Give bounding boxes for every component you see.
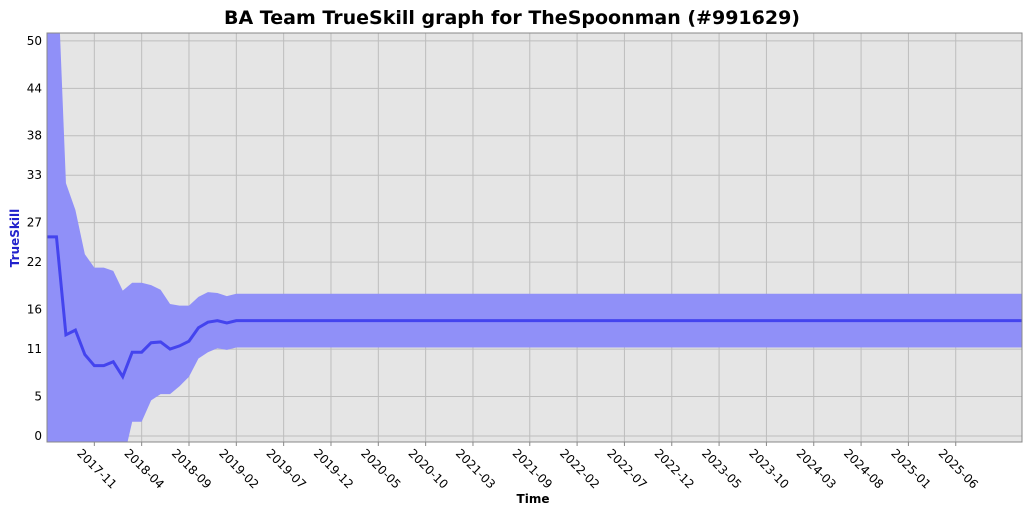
chart-title: BA Team TrueSkill graph for TheSpoonman … <box>224 7 800 29</box>
uncertainty-band <box>47 33 1022 442</box>
x-tick-label: 2019-07 <box>264 446 309 491</box>
x-tick-label: 2024-03 <box>794 446 839 491</box>
x-tick-label: 2022-07 <box>604 446 649 491</box>
x-tick-label: 2023-10 <box>746 446 791 491</box>
x-tick-label: 2022-02 <box>557 446 602 491</box>
y-tick-label: 44 <box>27 81 42 95</box>
x-tick-label: 2018-04 <box>122 446 167 491</box>
y-tick-label: 27 <box>27 216 42 230</box>
x-axis-label: Time <box>517 492 550 506</box>
y-tick-label: 33 <box>27 168 42 182</box>
x-tick-label: 2024-08 <box>841 446 886 491</box>
trueskill-line <box>47 235 1022 381</box>
x-tick-label: 2023-05 <box>699 446 744 491</box>
plot <box>47 33 1022 442</box>
plot-area <box>47 33 1022 442</box>
y-tick-label: 50 <box>27 34 42 48</box>
x-tick-label: 2022-12 <box>652 446 697 491</box>
x-tick-label: 2021-03 <box>453 446 498 491</box>
x-tick-label: 2025-01 <box>888 446 933 491</box>
x-tick-label: 2021-09 <box>510 446 555 491</box>
y-tick-label: 16 <box>27 303 42 317</box>
y-tick-label: 22 <box>27 255 42 269</box>
x-tick-label: 2017-11 <box>74 446 119 491</box>
x-tick-label: 2019-02 <box>216 446 261 491</box>
x-tick-label: 2020-05 <box>358 446 403 491</box>
plot-frame <box>46 32 1023 443</box>
y-tick-label: 0 <box>34 429 42 443</box>
y-tick-label: 11 <box>27 342 42 356</box>
x-tick-label: 2019-12 <box>311 446 356 491</box>
y-tick-label: 38 <box>27 129 42 143</box>
x-tick-label: 2025-06 <box>936 446 981 491</box>
y-tick-label: 5 <box>34 389 42 403</box>
x-tick-label: 2018-09 <box>169 446 214 491</box>
x-tick-label: 2020-10 <box>406 446 451 491</box>
y-axis-label: TrueSkill <box>8 209 22 267</box>
